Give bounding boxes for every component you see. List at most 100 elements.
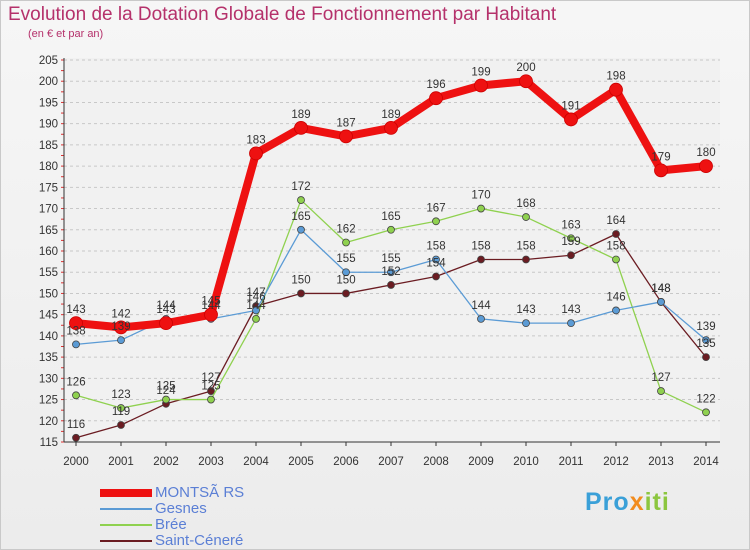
data-point <box>657 298 665 306</box>
data-point <box>72 340 80 349</box>
x-tick-label: 2014 <box>693 456 719 468</box>
data-label: 124 <box>156 385 176 397</box>
data-label: 172 <box>291 181 310 193</box>
data-point <box>387 225 395 234</box>
data-point <box>474 78 488 93</box>
data-point <box>477 315 485 323</box>
x-tick-label: 2009 <box>468 456 494 468</box>
data-label: 138 <box>66 325 85 337</box>
data-point <box>162 395 170 404</box>
data-label: 159 <box>561 236 580 248</box>
data-label: 150 <box>291 274 310 286</box>
data-label: 143 <box>516 304 535 316</box>
x-tick-label: 2010 <box>513 456 539 468</box>
data-label: 163 <box>561 219 580 231</box>
x-tick-label: 2003 <box>198 456 224 468</box>
x-tick-label: 2000 <box>63 456 89 468</box>
y-tick-label: 205 <box>39 55 58 67</box>
data-point <box>702 353 710 362</box>
data-label: 143 <box>156 304 175 316</box>
x-tick-label: 2012 <box>603 456 629 468</box>
data-label: 122 <box>696 393 715 405</box>
legend-label: Brée <box>155 516 187 533</box>
data-label: 154 <box>426 257 446 269</box>
data-label: 155 <box>336 253 355 265</box>
data-label: 148 <box>651 283 670 295</box>
line-chart: 115 120 125 130 135 140 145 150 155 160 165 170 175 1… <box>39 55 720 468</box>
legend-swatch <box>100 540 152 542</box>
data-label: 143 <box>561 304 580 316</box>
data-label: 144 <box>201 300 221 312</box>
data-point <box>564 112 578 127</box>
data-point <box>387 268 395 277</box>
data-point <box>654 163 668 178</box>
data-point <box>429 91 443 106</box>
data-label: 167 <box>426 202 445 214</box>
data-label: 127 <box>201 372 220 384</box>
data-label: 158 <box>471 240 490 252</box>
data-label: 158 <box>426 240 445 252</box>
y-tick-label: 185 <box>39 140 58 152</box>
data-point <box>702 408 710 417</box>
y-tick-label: 170 <box>39 204 58 216</box>
y-tick-label: 125 <box>39 395 58 407</box>
data-label: 180 <box>696 147 715 159</box>
data-label: 139 <box>696 321 715 333</box>
data-point <box>477 204 485 213</box>
data-label: 179 <box>651 151 670 163</box>
y-tick-label: 195 <box>39 97 58 109</box>
y-tick-label: 200 <box>39 76 58 88</box>
chart-title: Evolution de la Dotation Globale de Fonc… <box>8 4 557 25</box>
data-label: 119 <box>112 406 130 418</box>
data-point <box>252 315 260 323</box>
data-label: 148 <box>651 283 670 295</box>
chart-subtitle: (en € et par an) <box>28 28 104 40</box>
data-point <box>114 320 128 335</box>
data-label: 147 <box>246 287 265 299</box>
data-point <box>69 316 83 331</box>
data-label: 135 <box>696 338 715 350</box>
y-tick-label: 150 <box>39 288 58 300</box>
y-tick-label: 140 <box>39 331 58 343</box>
data-point <box>567 251 575 260</box>
data-label: 168 <box>516 198 535 210</box>
data-point <box>612 255 620 264</box>
data-label: 183 <box>246 134 265 146</box>
data-point <box>522 213 530 221</box>
data-label: 125 <box>201 381 220 393</box>
x-tick-label: 2006 <box>333 456 359 468</box>
data-label: 189 <box>291 109 310 121</box>
legend-swatch <box>100 524 152 526</box>
x-tick-label: 2002 <box>153 456 179 468</box>
x-tick-label: 2007 <box>378 456 404 468</box>
y-tick-label: 165 <box>39 225 58 237</box>
x-tick-label: 2001 <box>108 456 134 468</box>
legend-label: Saint-Céneré <box>155 532 244 549</box>
data-point <box>252 306 260 315</box>
data-point <box>207 387 215 395</box>
data-label: 164 <box>606 215 626 227</box>
data-label: 170 <box>471 190 490 202</box>
data-label: 125 <box>156 381 175 393</box>
y-tick-label: 175 <box>39 182 58 194</box>
data-label: 127 <box>651 372 670 384</box>
data-label: 158 <box>606 240 625 252</box>
legend-swatch <box>100 489 152 497</box>
data-point <box>699 159 713 174</box>
data-point <box>387 281 395 289</box>
data-label: 162 <box>336 224 355 236</box>
x-tick-label: 2008 <box>423 456 449 468</box>
data-point <box>117 404 125 412</box>
data-point <box>432 255 440 264</box>
data-label: 196 <box>426 79 445 91</box>
data-point <box>342 268 350 277</box>
data-point <box>339 129 353 144</box>
data-point <box>519 74 533 89</box>
data-point <box>297 225 305 234</box>
data-point <box>567 234 575 243</box>
data-point <box>294 121 308 135</box>
y-tick-label: 190 <box>39 119 58 131</box>
data-label: 187 <box>336 117 355 129</box>
data-point <box>477 255 485 264</box>
data-label: 165 <box>381 211 400 223</box>
